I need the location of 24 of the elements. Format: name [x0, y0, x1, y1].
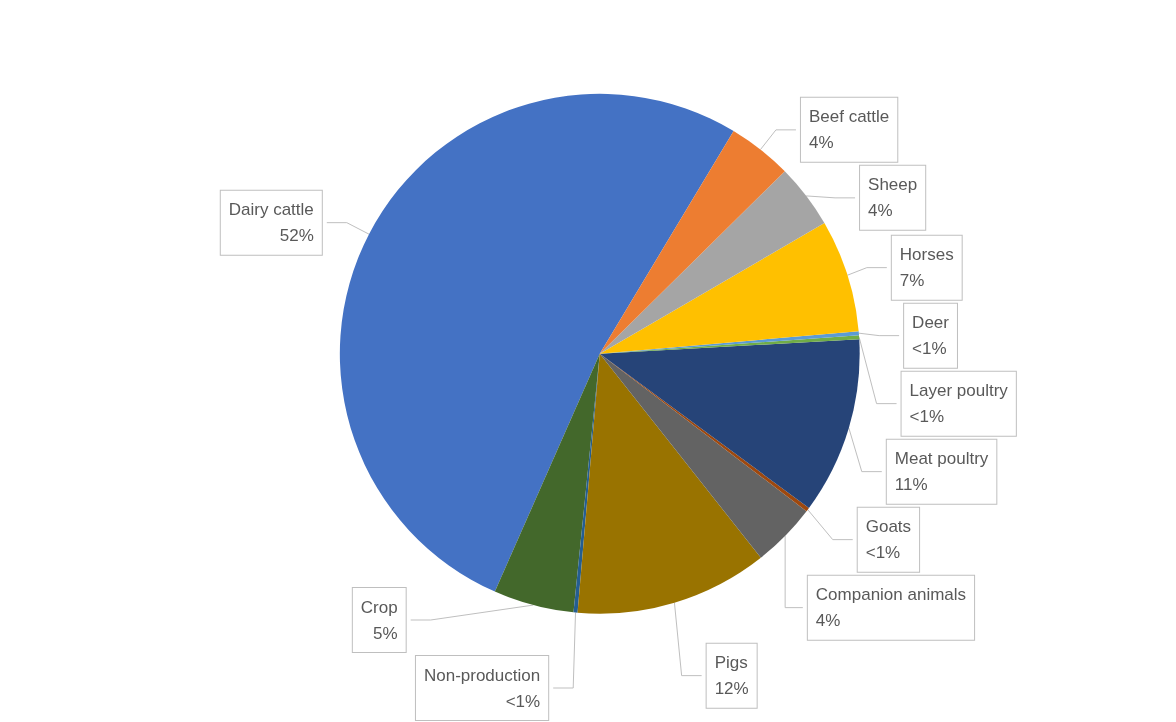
slice-label: Horses [899, 245, 954, 265]
data-label: 4% [868, 201, 893, 221]
data-label: <1% [865, 543, 901, 563]
data-label: <1% [909, 407, 945, 427]
slice-label: Goats [865, 517, 912, 537]
data-label: 4% [808, 133, 834, 153]
data-label: <1% [912, 339, 947, 359]
slice-label: Pigs [714, 653, 748, 673]
slice-label: Meat poultry [894, 449, 989, 469]
data-label: 5% [373, 623, 398, 643]
slice-label: Beef cattle [808, 107, 890, 127]
data-label: 7% [899, 271, 925, 291]
data-label: 4% [815, 611, 841, 631]
slice-label: Companion animals [815, 585, 967, 605]
slice-label: Dairy cattle [228, 200, 314, 220]
data-label: 12% [714, 679, 749, 699]
data-label: 11% [894, 475, 928, 495]
slice-label: Sheep [868, 175, 918, 195]
data-label: <1% [505, 691, 541, 711]
slice-label: Non-production [423, 665, 541, 685]
slice-label: Deer [912, 313, 950, 333]
slice-label: Layer poultry [909, 381, 1009, 401]
slice-label: Crop [360, 597, 398, 617]
data-label: 52% [279, 226, 314, 246]
